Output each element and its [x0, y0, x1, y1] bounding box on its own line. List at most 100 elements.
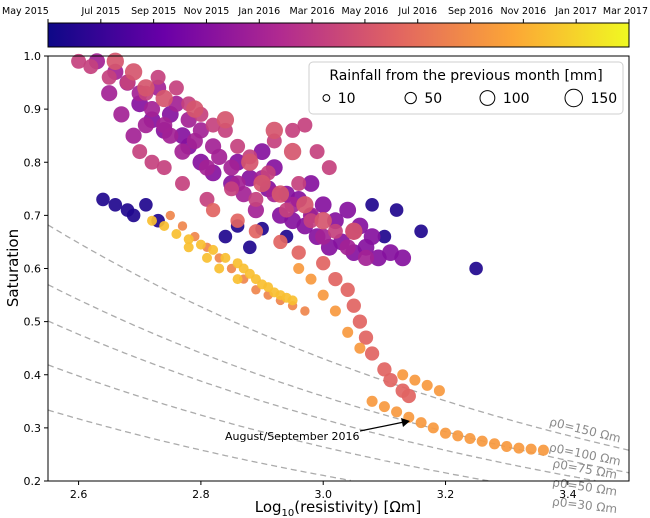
data-point: [297, 117, 313, 133]
data-point: [174, 143, 191, 160]
data-point: [155, 89, 173, 108]
data-point: [377, 362, 392, 377]
reference-curve: [47, 409, 351, 482]
data-point: [283, 142, 302, 161]
colorbar-tick-label: Jan 2017: [554, 6, 597, 17]
legend-marker: [404, 91, 417, 105]
data-point: [248, 191, 264, 207]
colorbar-tick-label: Nov 2016: [500, 6, 546, 17]
data-points: [71, 52, 549, 456]
data-point: [397, 369, 409, 381]
data-point: [143, 101, 161, 118]
data-point: [177, 221, 188, 231]
data-point: [208, 244, 219, 255]
data-point: [302, 175, 320, 192]
curve-label: ρ0=150 Ωm: [548, 415, 622, 446]
data-point: [183, 242, 194, 253]
data-point: [327, 223, 343, 239]
data-point: [340, 282, 355, 297]
y-tick-label: 0.2: [24, 475, 42, 488]
data-point: [345, 222, 363, 240]
data-point: [525, 443, 537, 455]
colorbar-tick-label: May 2015: [2, 6, 49, 17]
data-point: [186, 100, 204, 118]
y-tick-label: 0.7: [24, 209, 42, 222]
data-point: [414, 224, 428, 239]
data-point: [220, 252, 231, 263]
data-point: [168, 80, 184, 96]
data-point: [305, 273, 317, 285]
data-point: [342, 326, 354, 338]
data-point: [476, 435, 488, 447]
data-point: [346, 298, 361, 313]
data-point: [192, 122, 209, 139]
legend-marker: [479, 90, 496, 106]
colorbar-ticks: May 2015 Jul 2015 Sep 2015 Nov 2015 Jan 2016…: [2, 6, 648, 23]
data-point: [183, 234, 194, 245]
x-tick-label: 2.6: [70, 488, 88, 501]
data-point: [296, 196, 314, 214]
data-point: [352, 314, 368, 329]
colorbar-gradient: [47, 22, 630, 48]
data-point: [378, 401, 390, 413]
data-point: [389, 203, 404, 217]
data-point: [439, 427, 452, 439]
y-axis-ticks: 0.2 0.3 0.4 0.5 0.6 0.7 0.8 0.9 1.0: [24, 50, 48, 488]
data-point: [126, 208, 141, 223]
colorbar-tick-label: Jul 2015: [80, 6, 120, 17]
reference-curve: [47, 224, 630, 451]
data-point: [271, 185, 290, 203]
y-tick-label: 0.9: [24, 103, 42, 116]
x-axis-title: Log10(resistivity) [Ωm]: [255, 498, 422, 518]
data-point: [162, 127, 179, 144]
data-point: [513, 442, 525, 454]
data-point: [365, 198, 379, 212]
data-point: [216, 111, 235, 129]
legend-label: 50: [424, 91, 442, 107]
data-point: [147, 215, 157, 226]
data-point: [195, 239, 206, 250]
data-point: [364, 346, 380, 361]
legend-marker: [564, 88, 583, 108]
data-point: [300, 306, 310, 316]
data-point: [113, 106, 130, 123]
data-point: [287, 295, 298, 306]
legend: Rainfall from the previous month [mm] 10…: [308, 61, 624, 115]
data-point: [223, 159, 240, 176]
data-point: [279, 202, 294, 218]
data-point: [265, 121, 283, 140]
colorbar-tick-label: May 2016: [341, 6, 388, 17]
data-point: [165, 210, 175, 221]
data-point: [156, 160, 172, 176]
data-point: [315, 228, 332, 245]
colorbar-tick-label: Mar 2017: [603, 6, 648, 17]
legend-label: 10: [338, 91, 356, 107]
data-point: [391, 406, 403, 418]
data-point: [409, 374, 421, 386]
data-point: [501, 440, 513, 453]
x-tick-label: 3.2: [437, 488, 455, 501]
data-point: [421, 379, 433, 391]
data-point: [291, 245, 306, 260]
data-point: [214, 263, 225, 274]
y-tick-label: 0.4: [24, 369, 42, 382]
legend-entries: 10 50 100 150: [322, 88, 617, 108]
annotation-arrowhead: [401, 418, 410, 427]
data-point: [464, 432, 476, 445]
data-point: [316, 256, 331, 271]
colorbar-tick-label: Jan 2016: [237, 6, 280, 17]
data-point: [199, 191, 215, 207]
data-point: [329, 305, 341, 317]
data-point: [469, 261, 483, 276]
data-point: [159, 221, 170, 231]
data-point: [139, 198, 153, 212]
colorbar-tick-label: Nov 2015: [184, 6, 230, 17]
data-point: [537, 444, 549, 456]
plot-frame: [47, 55, 630, 482]
data-point: [415, 417, 427, 429]
data-point: [317, 289, 329, 301]
x-tick-label: 3.4: [559, 488, 577, 501]
data-point: [137, 117, 154, 134]
